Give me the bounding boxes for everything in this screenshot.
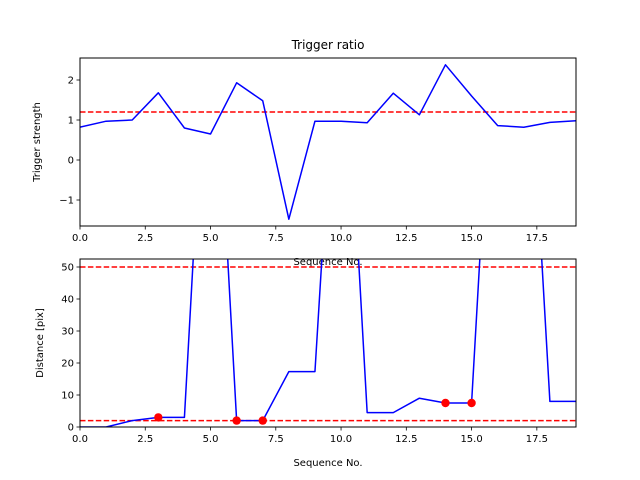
bottom-series-line-1 bbox=[80, 259, 576, 427]
bottom-x-axis-label: Sequence No. bbox=[293, 458, 362, 469]
top-x-tick-label: 2.5 bbox=[137, 233, 153, 244]
bottom-y-axis-label: Distance [pix] bbox=[35, 308, 46, 378]
bottom-x-tick-label: 0.0 bbox=[72, 434, 88, 445]
bottom-marker-point bbox=[467, 398, 476, 408]
top-x-tick-label: 7.5 bbox=[268, 233, 284, 244]
bottom-y-tick-label: 20 bbox=[61, 359, 74, 370]
bottom-axes-frame bbox=[79, 258, 577, 428]
top-chart-title: Trigger ratio bbox=[291, 38, 365, 52]
top-y-tick-label: 2 bbox=[68, 76, 74, 87]
top-x-axis-label: Sequence No. bbox=[293, 257, 362, 268]
top-y-tick-label: 1 bbox=[68, 116, 74, 127]
bottom-x-tick-label: 2.5 bbox=[137, 434, 153, 445]
top-y-tick-label: 0 bbox=[68, 156, 74, 167]
bottom-y-ticks: 0 10 20 30 40 50 bbox=[61, 263, 80, 434]
top-series-line-1 bbox=[80, 64, 576, 220]
top-x-tick-label: 15.0 bbox=[460, 233, 482, 244]
bottom-y-tick-label: 0 bbox=[68, 423, 74, 434]
bottom-y-tick-label: 50 bbox=[61, 263, 74, 274]
bottom-x-tick-label: 15.0 bbox=[460, 434, 482, 445]
top-subplot: Trigger ratio 0.0 2.5 5.0 7.5 10.0 12.5 15.0 17… bbox=[32, 38, 577, 268]
bottom-marker-point bbox=[154, 413, 163, 422]
top-plot-area bbox=[80, 64, 576, 220]
bottom-x-tick-label: 12.5 bbox=[395, 434, 417, 445]
bottom-y-tick-label: 30 bbox=[61, 327, 74, 338]
bottom-marker-point bbox=[232, 416, 241, 425]
top-y-axis-label: Trigger strength bbox=[32, 102, 43, 183]
top-x-tick-label: 10.0 bbox=[330, 233, 352, 244]
bottom-marker-point bbox=[441, 398, 450, 408]
top-x-tick-label: 12.5 bbox=[395, 233, 417, 244]
bottom-marker-point bbox=[258, 416, 267, 425]
top-x-ticks: 0.0 2.5 5.0 7.5 10.0 12.5 15.0 17.5 bbox=[72, 226, 548, 244]
bottom-x-tick-label: 10.0 bbox=[330, 434, 352, 445]
bottom-x-tick-label: 7.5 bbox=[268, 434, 284, 445]
top-y-tick-label: −1 bbox=[59, 196, 74, 207]
top-axes-frame bbox=[79, 57, 577, 227]
bottom-x-tick-label: 5.0 bbox=[203, 434, 219, 445]
top-x-tick-label: 17.5 bbox=[526, 233, 548, 244]
bottom-plot-area bbox=[80, 259, 576, 427]
bottom-x-ticks: 0.0 2.5 5.0 7.5 10.0 12.5 15.0 17.5 bbox=[72, 427, 548, 445]
top-y-ticks: −1 0 1 2 bbox=[59, 76, 80, 207]
bottom-y-tick-label: 40 bbox=[61, 295, 74, 306]
bottom-x-tick-label: 17.5 bbox=[526, 434, 548, 445]
bottom-y-tick-label: 10 bbox=[61, 391, 74, 402]
top-x-tick-label: 0.0 bbox=[72, 233, 88, 244]
top-x-tick-label: 5.0 bbox=[203, 233, 219, 244]
bottom-subplot: 0.0 2.5 5.0 7.5 10.0 12.5 15.0 17.5 0 10 20 30 40 50… bbox=[35, 258, 577, 469]
